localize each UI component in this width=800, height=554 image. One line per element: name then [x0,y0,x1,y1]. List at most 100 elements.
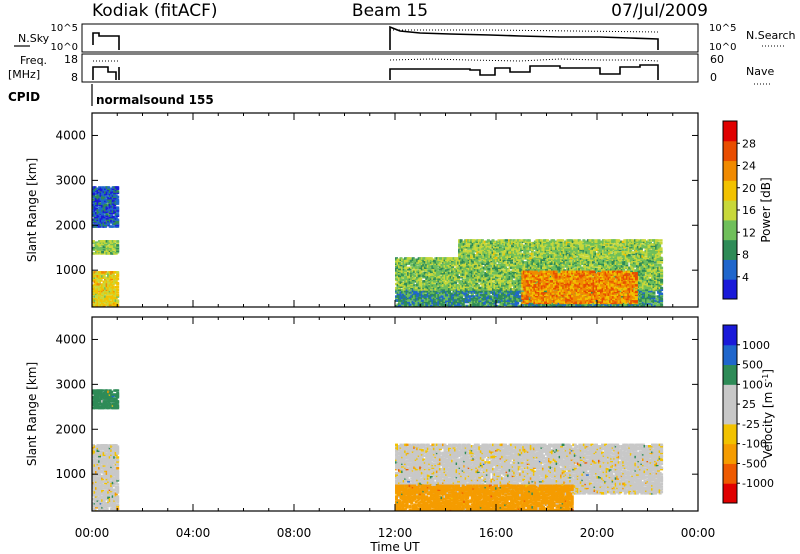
heatmap-cell [622,263,626,267]
heatmap-cell [443,285,447,288]
heatmap-cell [116,275,120,278]
heatmap-cell [537,270,541,274]
heatmap-cell [101,205,105,208]
heatmap-cell [516,265,520,268]
heatmap-cell [101,283,105,286]
heatmap-cell [111,295,115,298]
heatmap-cell [584,266,588,270]
heatmap-cell [495,273,498,276]
heatmap-cell [395,257,398,260]
heatmap-cell [540,258,544,261]
heatmap-cell [443,261,447,264]
heatmap-cell [490,270,494,274]
heatmap-cell [402,291,406,294]
nsearch-tick-low: 10^0 [709,42,736,53]
heatmap-cell [104,211,108,215]
heatmap-cell [111,205,115,208]
heatmap-cell [113,203,117,207]
heatmap-cell [113,191,117,195]
heatmap-cell [516,300,520,304]
heatmap-cell [398,261,401,264]
heatmap-cell [457,261,461,264]
heatmap-cell [407,299,411,302]
heatmap-cell [429,280,433,283]
heatmap-cell [611,259,615,263]
heatmap-cell [507,270,511,274]
heatmap-cell [470,278,474,282]
heatmap-cell [111,283,115,286]
heatmap-cell [96,249,100,252]
heatmap-cell [545,269,548,272]
heatmap-cell [111,244,115,247]
heatmap-cell [622,261,626,264]
heatmap-cell [655,298,659,301]
heatmap-cell [437,262,441,265]
heatmap-cell [395,282,398,286]
heatmap-cell [432,281,436,284]
heatmap-cell [451,303,455,306]
heatmap-cell [99,277,103,281]
heatmap-cell [105,252,109,255]
heatmap-cell [561,267,565,271]
heatmap-cell [108,298,112,301]
heatmap-cell [431,282,435,286]
heatmap-cell [402,258,406,261]
heatmap-cell [96,279,100,282]
heatmap-cell [476,274,480,278]
heatmap-cell [108,292,112,296]
heatmap-cell [419,267,423,271]
heatmap-cell [104,223,108,227]
heatmap-cell [105,186,109,189]
heatmap-cell [511,270,515,274]
heatmap-cell [476,284,480,287]
heatmap-cell [475,276,479,279]
heatmap-cell [96,275,100,278]
heatmap-cell [517,263,521,267]
heatmap-cell [540,266,544,270]
heatmap-cell [520,262,524,265]
heatmap-cell [626,258,630,261]
heatmap-cell [448,299,451,302]
heatmap-cell [105,241,109,244]
heatmap-cell [649,292,653,296]
heatmap-cell [399,262,403,265]
heatmap-cell [404,285,408,288]
heatmap-cell [99,222,103,226]
heatmap-cell [416,281,420,284]
heatmap-cell [408,288,412,291]
heatmap-cell [417,274,421,278]
heatmap-cell [401,303,405,306]
heatmap-cell [534,259,538,263]
heatmap-cell [395,265,398,268]
heatmap-cell [476,265,480,268]
heatmap-cell [619,269,623,272]
heatmap-cell [478,280,482,283]
heatmap-cell [475,259,479,263]
heatmap-cell [490,291,494,294]
heatmap-cell [407,302,411,305]
heatmap-cell [116,223,120,227]
heatmap-cell [96,217,100,220]
heatmap-cell [429,257,433,260]
heatmap-cell [469,295,473,298]
heatmap-cell [107,277,111,281]
heatmap-cell [498,286,501,290]
heatmap-cell [407,294,411,297]
heatmap-cell [605,269,609,272]
heatmap-cell [116,248,120,251]
heatmap-cell [96,285,100,289]
heatmap-cell [460,261,464,264]
heatmap-cell [467,258,471,261]
heatmap-cell [425,282,429,286]
heatmap-cell [488,303,492,306]
heatmap-cell [114,302,118,305]
heatmap-cell [399,276,403,279]
heatmap-cell [111,250,115,254]
heatmap-cell [438,258,442,261]
heatmap-cell [419,262,423,265]
heatmap-cell [442,286,445,290]
heatmap-cell [581,269,585,272]
heatmap-cell [498,291,501,294]
heatmap-cell [498,261,501,264]
heatmap-cell [611,267,615,271]
